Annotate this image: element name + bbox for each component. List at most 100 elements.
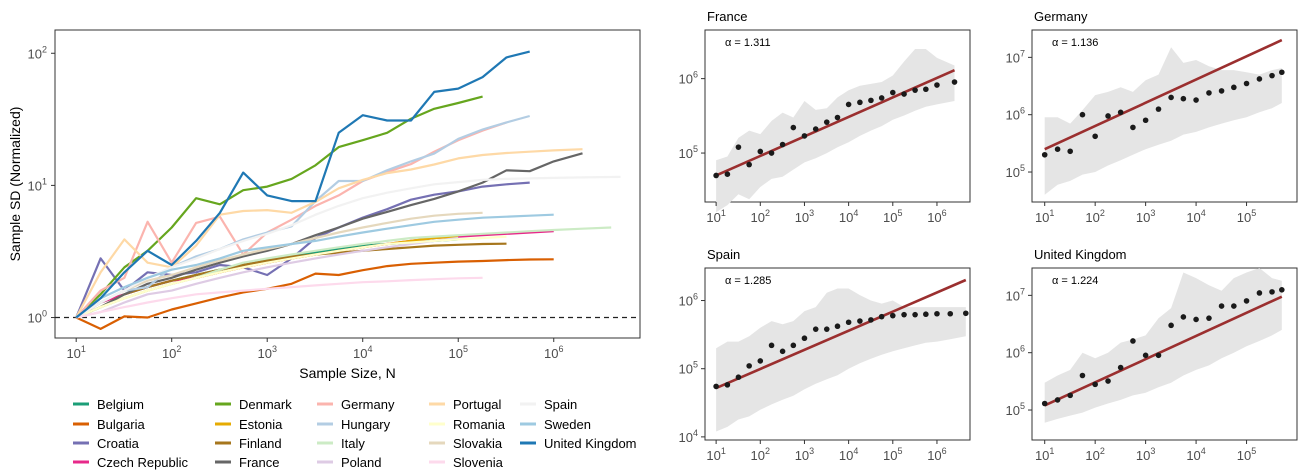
y-tick-label: 107 [1006, 286, 1025, 303]
y-tick-label: 105 [679, 144, 698, 161]
x-tick-label: 101 [706, 208, 725, 225]
x-tick-label: 106 [927, 208, 946, 225]
x-tick-label: 104 [839, 208, 858, 225]
x-tick-label: 106 [927, 446, 946, 463]
legend-label: Croatia [97, 436, 140, 451]
legend-label: Slovenia [453, 455, 504, 470]
x-tick-label: 101 [66, 344, 85, 361]
data-point [1054, 397, 1061, 403]
x-tick-label: 102 [1085, 208, 1104, 225]
legend-label: Portugal [453, 397, 502, 412]
x-tick-label: 105 [883, 208, 902, 225]
data-point [947, 310, 954, 317]
data-point [1079, 372, 1086, 379]
data-point [1105, 113, 1111, 119]
x-tick-label: 104 [1186, 208, 1205, 225]
series-line-slovenia [75, 276, 483, 319]
legend-label: Spain [544, 397, 577, 412]
data-point [768, 150, 775, 156]
alpha-label: α = 1.136 [1052, 37, 1098, 49]
data-point [812, 326, 819, 332]
data-point [1092, 133, 1098, 140]
x-tick-label: 103 [1136, 446, 1155, 463]
legend-label: United Kingdom [544, 436, 637, 451]
data-point [1218, 88, 1225, 94]
data-point [1117, 364, 1124, 371]
panel-title: United Kingdom [1034, 247, 1127, 262]
data-point [857, 99, 863, 106]
alpha-label: α = 1.224 [1052, 275, 1098, 287]
data-point [1231, 84, 1237, 91]
x-tick-label: 103 [1136, 208, 1155, 225]
data-point [1180, 95, 1187, 102]
y-tick-label: 102 [28, 44, 47, 61]
alpha-label: α = 1.311 [725, 37, 771, 49]
legend-label: Sweden [544, 417, 591, 432]
confidence-band [1044, 47, 1282, 195]
data-point [1180, 314, 1187, 320]
data-point [1218, 303, 1225, 309]
data-point [1193, 97, 1199, 103]
data-point [901, 91, 907, 97]
data-point [912, 311, 918, 318]
confidence-band [716, 288, 966, 432]
y-tick-label: 106 [1006, 106, 1025, 123]
series-line-bulgaria [75, 258, 554, 330]
legend-label: France [239, 455, 279, 470]
legend-label: Belgium [97, 397, 144, 412]
y-tick-label: 107 [1006, 48, 1025, 65]
fit-line [1044, 295, 1283, 407]
data-point [1142, 117, 1149, 124]
data-point [1092, 381, 1098, 388]
data-point [779, 141, 786, 148]
data-point [889, 89, 896, 96]
data-point [1206, 90, 1212, 96]
x-tick-label: 103 [795, 208, 814, 225]
series-line-united-kingdom [75, 50, 530, 319]
data-point [845, 319, 852, 326]
data-point [1079, 111, 1086, 118]
legend-label: Finland [239, 436, 282, 451]
data-point [1243, 80, 1250, 87]
legend-label: Germany [341, 397, 395, 412]
series-line-spain [75, 175, 621, 319]
x-tick-label: 102 [1085, 446, 1104, 463]
data-point [1054, 146, 1061, 153]
data-point [934, 82, 940, 88]
legend-label: Czech Republic [97, 455, 189, 470]
panel-title: Germany [1034, 9, 1088, 24]
legend-label: Estonia [239, 417, 283, 432]
data-point [1168, 94, 1174, 101]
x-axis-label: Sample Size, N [299, 365, 395, 381]
fit-line [1044, 38, 1283, 151]
x-tick-label: 105 [448, 344, 467, 361]
y-tick-label: 106 [1006, 344, 1025, 361]
data-point [878, 313, 885, 320]
data-point [812, 126, 819, 132]
x-tick-label: 105 [1237, 208, 1256, 225]
legend-label: Hungary [341, 417, 391, 432]
alpha-label: α = 1.285 [725, 275, 771, 287]
data-point [724, 171, 731, 177]
data-point [1130, 338, 1136, 344]
data-point [1256, 290, 1263, 296]
data-point [868, 97, 874, 104]
legend-label: Bulgaria [97, 417, 145, 432]
data-point [1130, 124, 1136, 131]
x-tick-label: 102 [751, 446, 770, 463]
data-point [912, 87, 918, 93]
data-point [1067, 392, 1073, 399]
legend: Belgium Bulgaria Croatia Czech Republic Denm… [73, 397, 637, 470]
panel-spain: Spain α = 1.285 [701, 247, 971, 444]
y-tick-label: 106 [679, 70, 698, 87]
legend-label: Italy [341, 436, 365, 451]
data-point [801, 133, 808, 139]
x-tick-label: 101 [1035, 446, 1054, 463]
data-point [857, 318, 863, 324]
x-tick-label: 103 [795, 446, 814, 463]
panel-united-kingdom: United Kingdom α = 1.224 [1028, 247, 1298, 444]
data-point [834, 114, 841, 121]
data-point [934, 310, 940, 317]
data-point [868, 317, 874, 323]
